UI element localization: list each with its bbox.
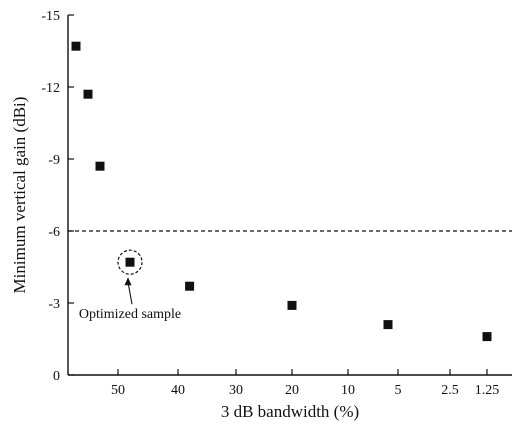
- x-tick-label: 2.5: [441, 383, 459, 398]
- annotation: Optimized sample: [79, 249, 181, 322]
- data-point: [287, 300, 297, 310]
- data-point: [71, 41, 81, 51]
- data-points: [71, 41, 492, 342]
- annotation-circle: [117, 249, 143, 275]
- x-tick-label: 20: [285, 383, 299, 398]
- y-tick-label: -15: [41, 9, 60, 24]
- data-point: [95, 161, 105, 171]
- x-tick-label: 50: [111, 383, 125, 398]
- annotation-label: Optimized sample: [79, 307, 181, 322]
- annotation-arrowhead: [124, 277, 132, 286]
- x-tick-label: 1.25: [475, 383, 500, 398]
- y-tick-label: -9: [48, 153, 60, 168]
- data-point: [482, 332, 492, 342]
- y-tick-label: -12: [41, 81, 60, 96]
- y-tick-label: -6: [48, 225, 60, 240]
- data-point: [185, 281, 195, 291]
- y-tick-label: 0: [53, 369, 60, 384]
- data-point: [83, 89, 93, 99]
- x-tick-label: 40: [171, 383, 185, 398]
- y-tick-label: -3: [48, 297, 60, 312]
- data-point: [125, 257, 135, 267]
- data-point: [383, 320, 393, 330]
- y-axis-title: Minimum vertical gain (dBi): [10, 97, 29, 294]
- x-tick-label: 30: [229, 383, 243, 398]
- annotation-arrow: [127, 282, 133, 305]
- y-ticks: 0 -3 -6 -9 -12 -15: [41, 9, 74, 384]
- plot-frame: [67, 15, 512, 376]
- x-tick-label: 5: [395, 383, 402, 398]
- x-tick-label: 10: [341, 383, 355, 398]
- x-axis-title: 3 dB bandwidth (%): [221, 402, 359, 421]
- x-ticks: 50 40 30 20 10 5 2.5 1.25: [111, 369, 499, 398]
